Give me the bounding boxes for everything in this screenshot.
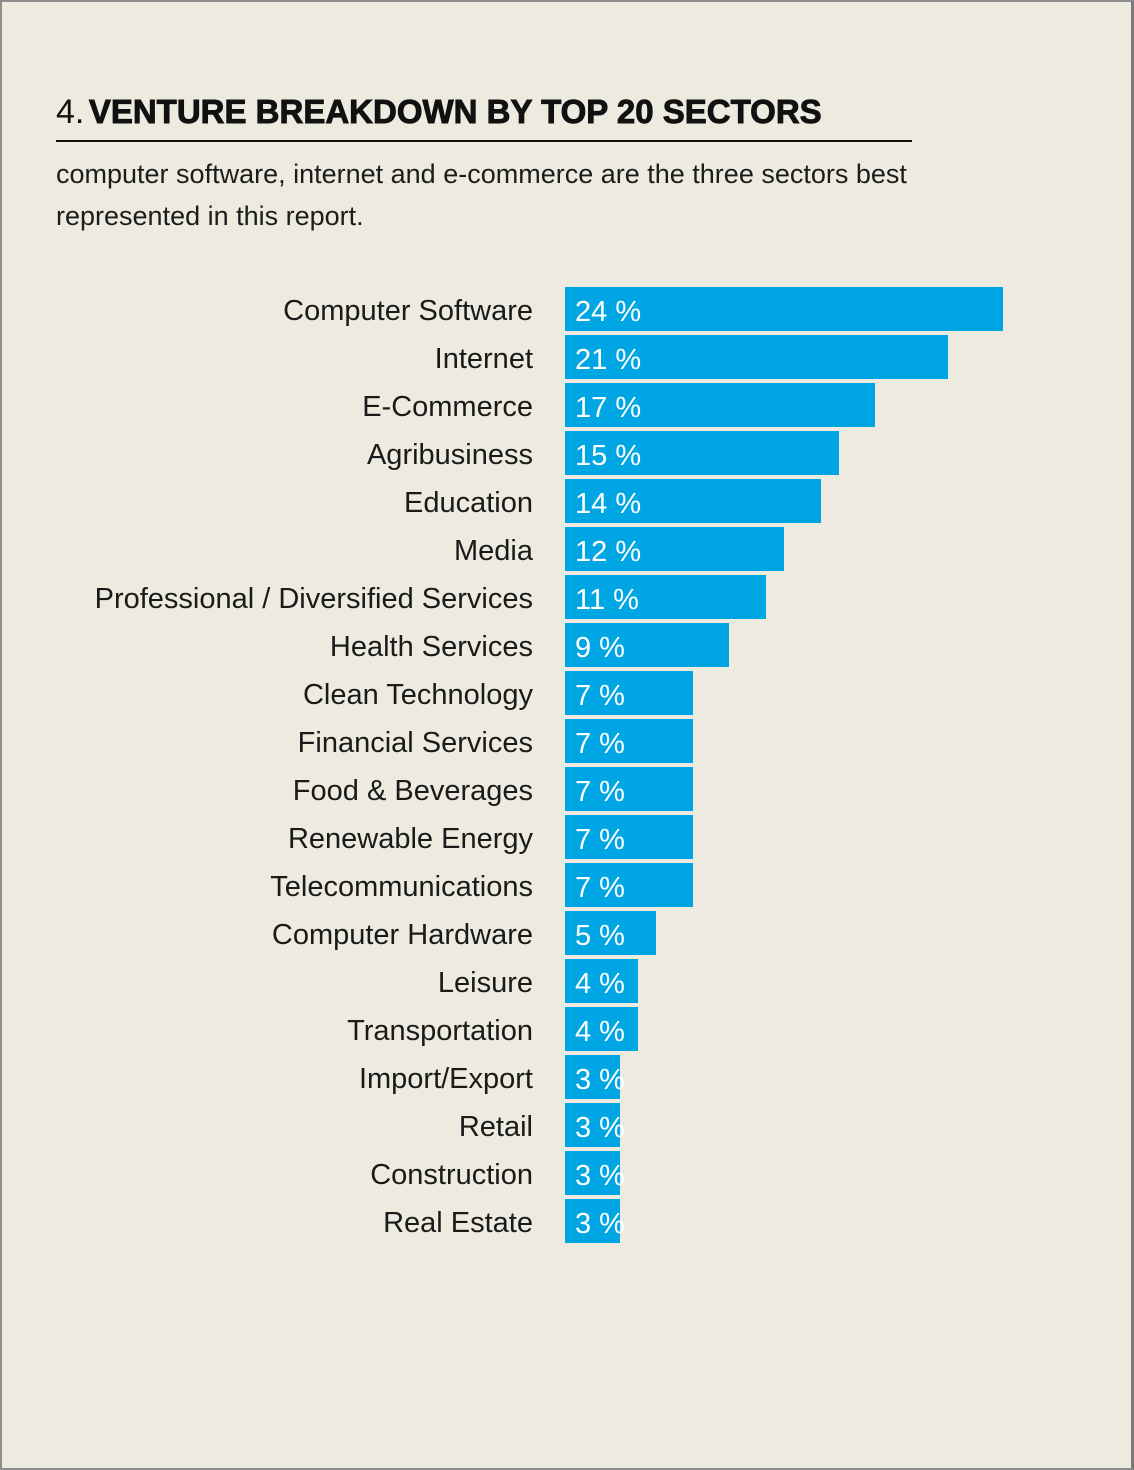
category-label: Real Estate (383, 1207, 533, 1239)
bar (565, 431, 839, 475)
category-label: Professional / Diversified Services (95, 583, 533, 615)
category-label: Clean Technology (303, 679, 534, 711)
category-label: Renewable Energy (288, 823, 534, 855)
bar (565, 671, 693, 715)
category-label: Import/Export (359, 1063, 533, 1095)
bar (565, 863, 693, 907)
bar-value-label: 7 % (575, 776, 625, 808)
bar (565, 479, 821, 523)
bar (565, 1103, 620, 1147)
category-label: Construction (370, 1159, 533, 1191)
bar-value-label: 7 % (575, 872, 625, 904)
section-heading: 4. VENTURE BREAKDOWN BY TOP 20 SECTORS (56, 90, 912, 142)
category-label: Retail (459, 1111, 533, 1143)
section-number: 4. (56, 93, 85, 131)
bar-value-label: 7 % (575, 728, 625, 760)
bar-value-label: 3 % (575, 1112, 625, 1144)
bars-layer: 24 % 21 % 17 % 15 % 14 % 12 % 11 % 9 % 7 % 7 % 7 %… (565, 287, 1003, 1243)
category-label: Telecommunications (270, 871, 533, 903)
bar (565, 383, 875, 427)
bar-value-label: 9 % (575, 632, 625, 664)
bar-value-label: 24 % (575, 296, 641, 328)
bar-value-label: 12 % (575, 536, 641, 568)
bar-value-label: 7 % (575, 824, 625, 856)
chart-title: VENTURE BREAKDOWN BY TOP 20 SECTORS (88, 93, 822, 131)
category-label: Health Services (330, 631, 533, 663)
bar-value-label: 5 % (575, 920, 625, 952)
category-label: E-Commerce (362, 391, 533, 423)
bar-value-label: 3 % (575, 1064, 625, 1096)
bar (565, 767, 693, 811)
bar-value-label: 15 % (575, 440, 641, 472)
bar (565, 527, 784, 571)
bar (565, 1007, 638, 1051)
category-label: Agribusiness (367, 439, 533, 471)
chart-subtitle: computer software, internet and e-commer… (56, 159, 907, 231)
bar (565, 575, 766, 619)
category-label: Internet (435, 343, 533, 375)
category-label: Education (404, 487, 533, 519)
bar (565, 1151, 620, 1195)
bar-value-label: 3 % (575, 1208, 625, 1240)
bar (565, 335, 948, 379)
bar-value-label: 7 % (575, 680, 625, 712)
category-label: Financial Services (298, 727, 533, 759)
category-label: Computer Hardware (272, 919, 533, 951)
category-labels-layer: Computer Software Internet E-Commerce Agrib… (95, 295, 534, 1239)
bar (565, 1199, 620, 1243)
bar-value-label: 14 % (575, 488, 641, 520)
bar-value-label: 4 % (575, 1016, 625, 1048)
bar (565, 815, 693, 859)
category-label: Transportation (347, 1015, 533, 1047)
category-label: Food & Beverages (293, 775, 533, 807)
category-label: Computer Software (283, 295, 533, 327)
bar-value-label: 3 % (575, 1160, 625, 1192)
bar-value-label: 4 % (575, 968, 625, 1000)
bar-value-label: 21 % (575, 344, 641, 376)
category-label: Media (454, 535, 534, 567)
bar (565, 623, 729, 667)
bar-value-label: 11 % (575, 584, 639, 616)
bar (565, 287, 1003, 331)
bar-value-label: 17 % (575, 392, 641, 424)
bar (565, 1055, 620, 1099)
bar (565, 719, 693, 763)
bar (565, 911, 656, 955)
bar (565, 959, 638, 1003)
category-label: Leisure (438, 967, 533, 999)
